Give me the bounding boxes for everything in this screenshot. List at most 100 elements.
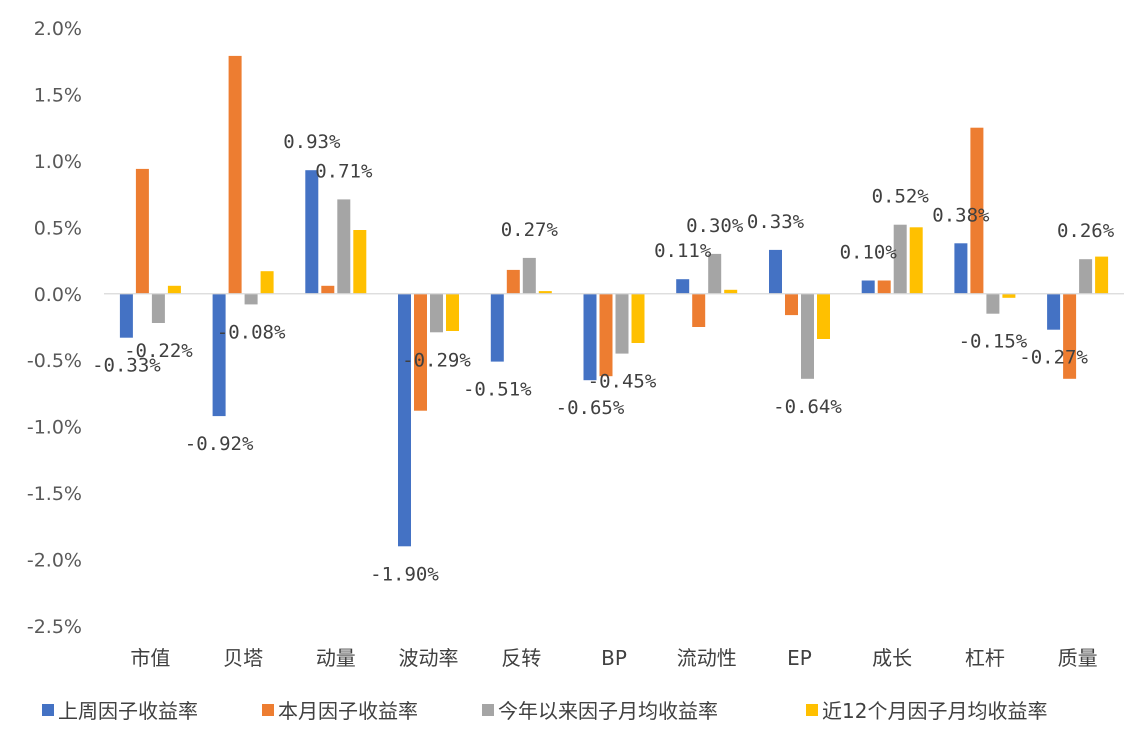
bar-3-0	[167, 285, 181, 294]
bar-1-7	[785, 293, 798, 316]
bar-0-4	[490, 293, 504, 362]
bar-2-0	[151, 293, 165, 323]
bar-3-8	[909, 227, 923, 294]
category-label: EP	[787, 646, 812, 670]
category-label: 流动性	[677, 646, 737, 670]
bar-0-7	[769, 249, 782, 294]
data-label-2-0: -0.22%	[124, 340, 193, 362]
y-tick-label: 1.0%	[34, 151, 82, 173]
bar-1-1	[228, 55, 242, 294]
data-label-0-6: 0.11%	[654, 240, 712, 262]
data-label-0-10: -0.27%	[1019, 347, 1088, 369]
y-tick-label: -2.5%	[27, 616, 82, 638]
bars	[119, 55, 1109, 547]
category-labels: 市值 贝塔 动量 波动率 反转 BP 流动性 EP 成长 杠杆 质量	[130, 646, 1097, 670]
y-tick-label: -1.0%	[27, 417, 82, 439]
data-label-2-7: -0.64%	[773, 396, 842, 418]
bar-3-1	[260, 271, 274, 294]
data-label-2-9: -0.15%	[959, 331, 1028, 353]
bar-2-8	[893, 224, 907, 294]
bar-2-1	[244, 293, 258, 305]
bar-2-7	[801, 293, 814, 379]
bar-3-10	[1095, 256, 1109, 294]
bar-1-2	[321, 285, 335, 294]
category-label: BP	[601, 646, 627, 670]
bar-3-3	[446, 293, 459, 331]
bar-1-0	[135, 168, 149, 294]
bar-2-3	[430, 293, 443, 333]
y-tick-label: -0.5%	[27, 350, 82, 372]
data-label-2-5: -0.45%	[588, 371, 657, 393]
data-label-0-4: -0.51%	[463, 379, 532, 401]
category-label: 市值	[130, 646, 170, 670]
legend-swatch-2	[482, 704, 494, 716]
category-label: 波动率	[399, 646, 459, 670]
bar-0-3	[398, 293, 411, 547]
bar-2-4	[522, 257, 536, 294]
bar-2-6	[708, 253, 722, 294]
category-label: 贝塔	[223, 646, 263, 670]
bar-3-9	[1002, 293, 1016, 298]
bar-2-5	[615, 293, 629, 354]
data-label-0-8: 0.10%	[840, 242, 898, 264]
bar-1-5	[599, 293, 613, 377]
y-tick-label: 0.0%	[34, 284, 82, 306]
legend: 上周因子收益率 本月因子收益率 今年以来因子月均收益率 近12个月因子月均收益率	[42, 699, 1047, 723]
bar-3-6	[724, 289, 738, 294]
data-label-0-2: 0.93%	[283, 131, 341, 153]
category-label: 质量	[1058, 646, 1098, 670]
category-label: 成长	[872, 646, 912, 670]
bar-0-1	[212, 293, 226, 417]
legend-swatch-0	[42, 704, 54, 716]
data-label-0-3: -1.90%	[370, 563, 439, 585]
bar-0-9	[954, 243, 968, 294]
bar-3-2	[353, 230, 367, 294]
bar-3-7	[817, 293, 830, 339]
y-tick-label: 2.0%	[34, 18, 82, 40]
bar-0-6	[676, 279, 690, 294]
y-axis: 2.0% 1.5% 1.0% 0.5% 0.0% -0.5% -1.0% -1.5% -2.0%…	[27, 18, 82, 638]
data-label-0-7: 0.33%	[747, 211, 805, 233]
data-label-2-10: 0.26%	[1057, 220, 1115, 242]
data-label-2-1: -0.08%	[217, 321, 286, 343]
y-tick-label: 1.5%	[34, 84, 82, 106]
data-label-0-0: -0.33%	[92, 355, 161, 377]
bar-0-5	[583, 293, 597, 381]
category-label: 反转	[501, 646, 541, 670]
data-label-2-3: -0.29%	[402, 349, 471, 371]
legend-label-1: 本月因子收益率	[278, 699, 418, 723]
y-tick-label: -1.5%	[27, 483, 82, 505]
bar-0-10	[1047, 293, 1061, 330]
legend-swatch-1	[262, 704, 274, 716]
bar-1-6	[692, 293, 706, 327]
data-label-2-4: 0.27%	[501, 219, 559, 241]
data-label-2-6: 0.30%	[686, 215, 744, 237]
bar-1-9	[970, 127, 984, 294]
bar-2-9	[986, 293, 1000, 314]
data-label-0-5: -0.65%	[556, 397, 625, 419]
bar-3-4	[538, 291, 552, 294]
legend-label-0: 上周因子收益率	[58, 699, 198, 723]
data-label-2-2: 0.71%	[315, 160, 373, 182]
bar-3-5	[631, 293, 645, 343]
data-label-0-1: -0.92%	[185, 433, 254, 455]
legend-swatch-3	[806, 704, 818, 716]
legend-label-2: 今年以来因子月均收益率	[498, 699, 718, 723]
legend-label-3: 近12个月因子月均收益率	[822, 699, 1047, 723]
category-label: 杠杆	[965, 646, 1005, 670]
bar-1-8	[877, 280, 891, 294]
bar-1-10	[1063, 293, 1077, 379]
bar-0-8	[861, 280, 875, 294]
bar-0-0	[119, 293, 133, 338]
bar-1-4	[506, 269, 520, 294]
data-labels: -0.33%-0.22% -0.92% -0.08% 0.93% 0.71% -1.90%…	[92, 131, 1115, 585]
category-label: 动量	[316, 646, 356, 670]
bar-2-10	[1079, 259, 1093, 294]
y-tick-label: 0.5%	[34, 217, 82, 239]
bar-1-3	[414, 293, 427, 411]
y-tick-label: -2.0%	[27, 550, 82, 572]
data-label-2-8: 0.52%	[872, 186, 930, 208]
data-label-0-9: 0.38%	[932, 204, 990, 226]
bar-0-2	[305, 170, 319, 294]
